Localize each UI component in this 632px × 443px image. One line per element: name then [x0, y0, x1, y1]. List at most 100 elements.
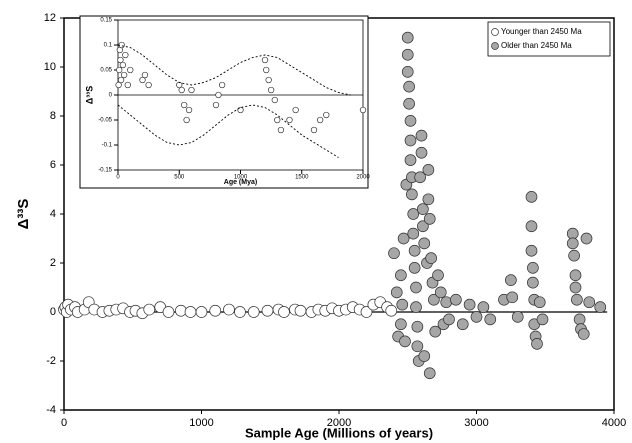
x-tick-label: 1000 — [234, 175, 248, 181]
data-point — [423, 213, 436, 225]
y-tick-label: -2 — [46, 355, 56, 367]
y-tick-label: 0 — [109, 93, 113, 99]
y-tick-label: -0.05 — [98, 118, 112, 124]
data-point — [407, 208, 420, 220]
data-point — [399, 335, 411, 348]
data-point — [525, 244, 538, 257]
x-axis-label: Age (Mya) — [224, 179, 257, 186]
data-point — [411, 320, 424, 333]
data-point — [533, 296, 546, 309]
data-point — [428, 293, 440, 306]
data-point — [577, 328, 590, 340]
data-point — [404, 134, 417, 147]
data-point — [124, 81, 131, 89]
data-point — [527, 262, 539, 274]
data-point — [212, 101, 220, 109]
y-tick-label: 12 — [44, 12, 56, 24]
data-point — [571, 293, 583, 306]
data-point — [185, 106, 193, 114]
inset-frame — [79, 15, 369, 189]
x-axis-label: Sample Age (Millions of years) — [245, 425, 433, 440]
data-point — [292, 106, 299, 114]
data-point — [143, 303, 156, 316]
x-tick-label: 0 — [116, 175, 120, 181]
x-tick-label: 3000 — [464, 417, 488, 429]
data-point — [411, 340, 424, 353]
data-point — [139, 76, 146, 84]
data-point — [263, 66, 270, 74]
data-point — [223, 303, 235, 316]
x-tick-label: 500 — [174, 175, 185, 181]
data-point — [395, 269, 407, 282]
data-point — [418, 237, 431, 250]
data-point — [408, 244, 421, 257]
y-tick-label: 8 — [50, 110, 56, 122]
y-tick-label: 4 — [50, 208, 56, 220]
x-tick-label: 4000 — [602, 417, 626, 429]
data-point — [261, 304, 274, 317]
data-point — [401, 48, 414, 61]
y-axis-label: Δ³³S — [84, 86, 94, 104]
data-point — [415, 146, 428, 159]
data-point — [566, 227, 579, 240]
data-point — [215, 91, 222, 99]
x-tick-label: 2000 — [327, 417, 351, 429]
y-tick-label: -4 — [46, 404, 56, 416]
data-point — [116, 66, 123, 74]
data-point — [403, 80, 415, 93]
data-point — [180, 101, 188, 109]
data-point — [531, 338, 543, 350]
data-point — [390, 286, 403, 299]
data-point — [414, 171, 426, 184]
data-point — [323, 111, 330, 119]
data-point — [286, 116, 293, 124]
data-point — [397, 232, 410, 245]
data-point — [440, 296, 453, 309]
data-point — [117, 56, 124, 64]
data-point — [506, 291, 519, 304]
data-point — [178, 86, 185, 94]
data-point — [267, 86, 275, 94]
data-point — [423, 367, 436, 380]
data-point — [395, 318, 407, 331]
data-point — [425, 252, 437, 264]
y-tick-label: -0.15 — [98, 168, 112, 174]
data-point — [573, 313, 586, 326]
data-point — [477, 301, 490, 313]
data-point — [237, 106, 244, 114]
data-point — [385, 304, 398, 317]
data-point — [568, 249, 580, 262]
data-point — [188, 86, 195, 94]
data-point — [145, 81, 152, 89]
data-point — [407, 227, 420, 240]
data-point — [417, 220, 429, 233]
data-point — [569, 269, 582, 282]
data-point — [209, 304, 222, 317]
curve — [117, 44, 351, 96]
x-tick-label: 2000 — [356, 175, 370, 181]
y-tick-label: 10 — [44, 61, 56, 73]
data-point — [410, 301, 422, 313]
y-tick-label: 0.15 — [100, 18, 112, 24]
data-point — [175, 304, 187, 317]
data-point — [401, 66, 414, 78]
data-point — [525, 220, 538, 233]
data-point — [277, 126, 285, 134]
data-point — [415, 129, 428, 142]
data-point — [117, 76, 125, 84]
data-point — [310, 126, 318, 134]
data-point — [536, 313, 549, 326]
data-point — [484, 313, 497, 326]
data-point — [463, 298, 476, 311]
data-point — [429, 325, 442, 338]
data-point — [401, 31, 414, 44]
y-tick-label: 0 — [50, 306, 56, 318]
x-tick-label: 1500 — [295, 175, 309, 181]
data-point — [434, 286, 447, 299]
y-tick-label: 6 — [50, 159, 56, 171]
data-point — [218, 81, 226, 89]
data-point — [408, 262, 421, 274]
data-point — [443, 313, 455, 326]
curve — [117, 104, 339, 158]
data-point — [261, 56, 269, 64]
